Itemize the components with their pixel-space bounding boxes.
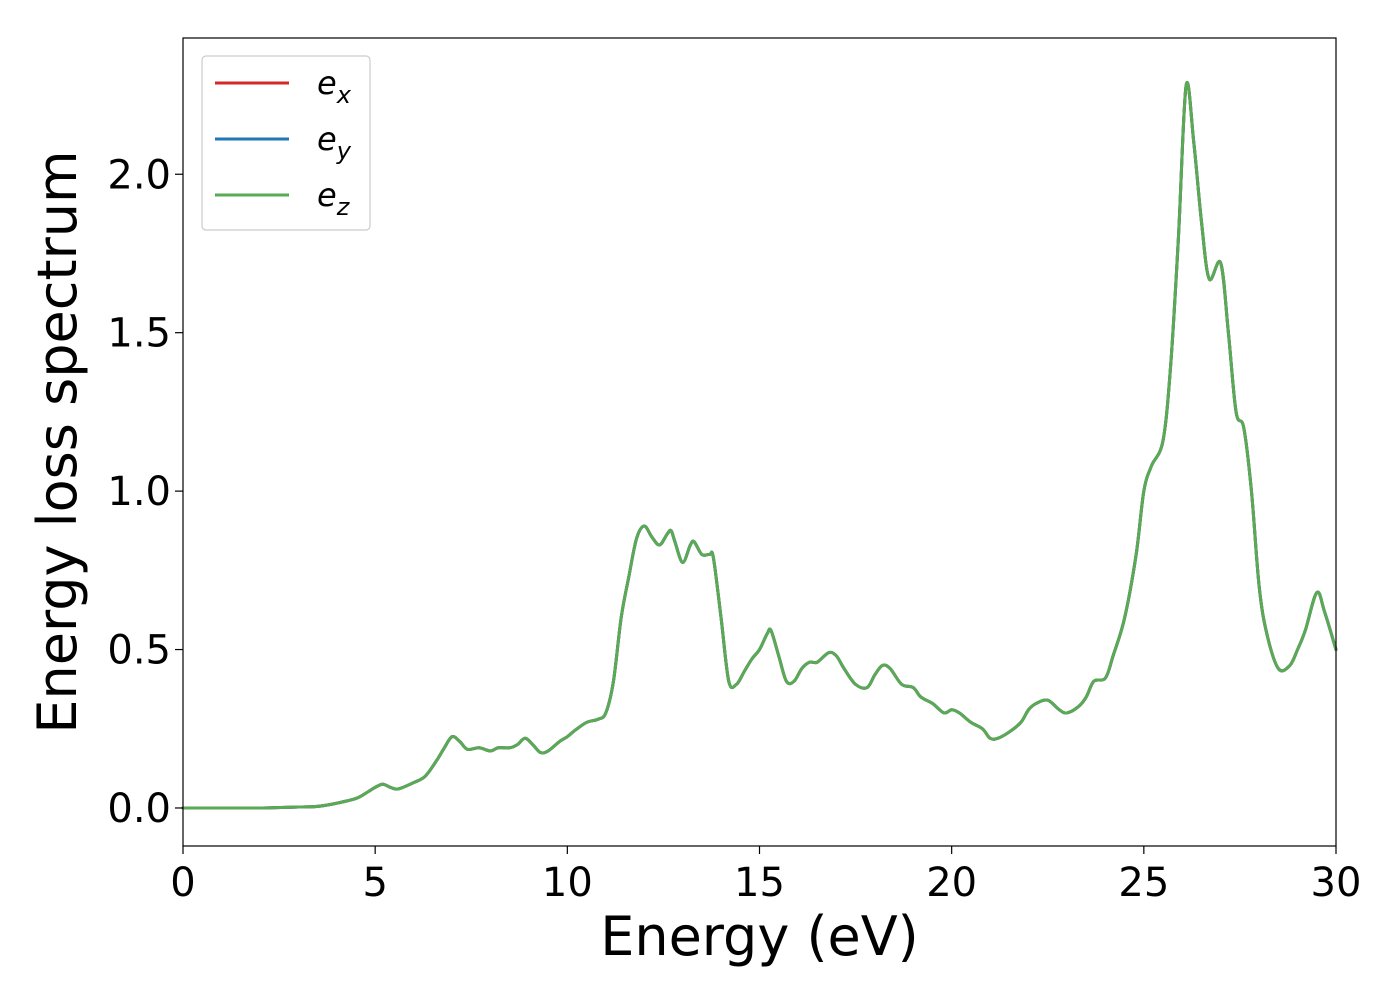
legend-label-e-z: ez [317,176,351,221]
x-tick-label: 20 [926,860,977,906]
y-axis-title: Energy loss spectrum [26,150,89,733]
legend-box [201,55,371,231]
plot-area [183,38,1336,846]
x-tick-label: 25 [1118,860,1169,906]
x-tick-label: 30 [1311,860,1362,906]
x-axis-title: Energy (eV) [600,905,919,968]
y-tick-label: 1.0 [107,469,171,515]
y-axis: 0.0 0.5 1.0 1.5 2.0 [107,152,183,832]
series-layer [181,81,1338,810]
y-tick-label: 2.0 [107,152,171,198]
x-axis: 0 5 10 15 20 25 30 [170,846,1361,906]
legend-items: ex ey ez [215,64,352,221]
y-tick-label: 0.0 [107,786,171,832]
legend-label-e-y: ey [317,120,352,165]
legend-label-e-x: ex [317,64,352,109]
x-tick-label: 0 [170,860,195,906]
y-tick-label: 1.5 [107,311,171,357]
x-tick-label: 15 [734,860,785,906]
x-tick-label: 10 [542,860,593,906]
y-tick-label: 0.5 [107,628,171,674]
legend: ex ey ez [201,55,371,231]
x-tick-label: 5 [362,860,387,906]
series-line-e-z [181,81,1338,810]
